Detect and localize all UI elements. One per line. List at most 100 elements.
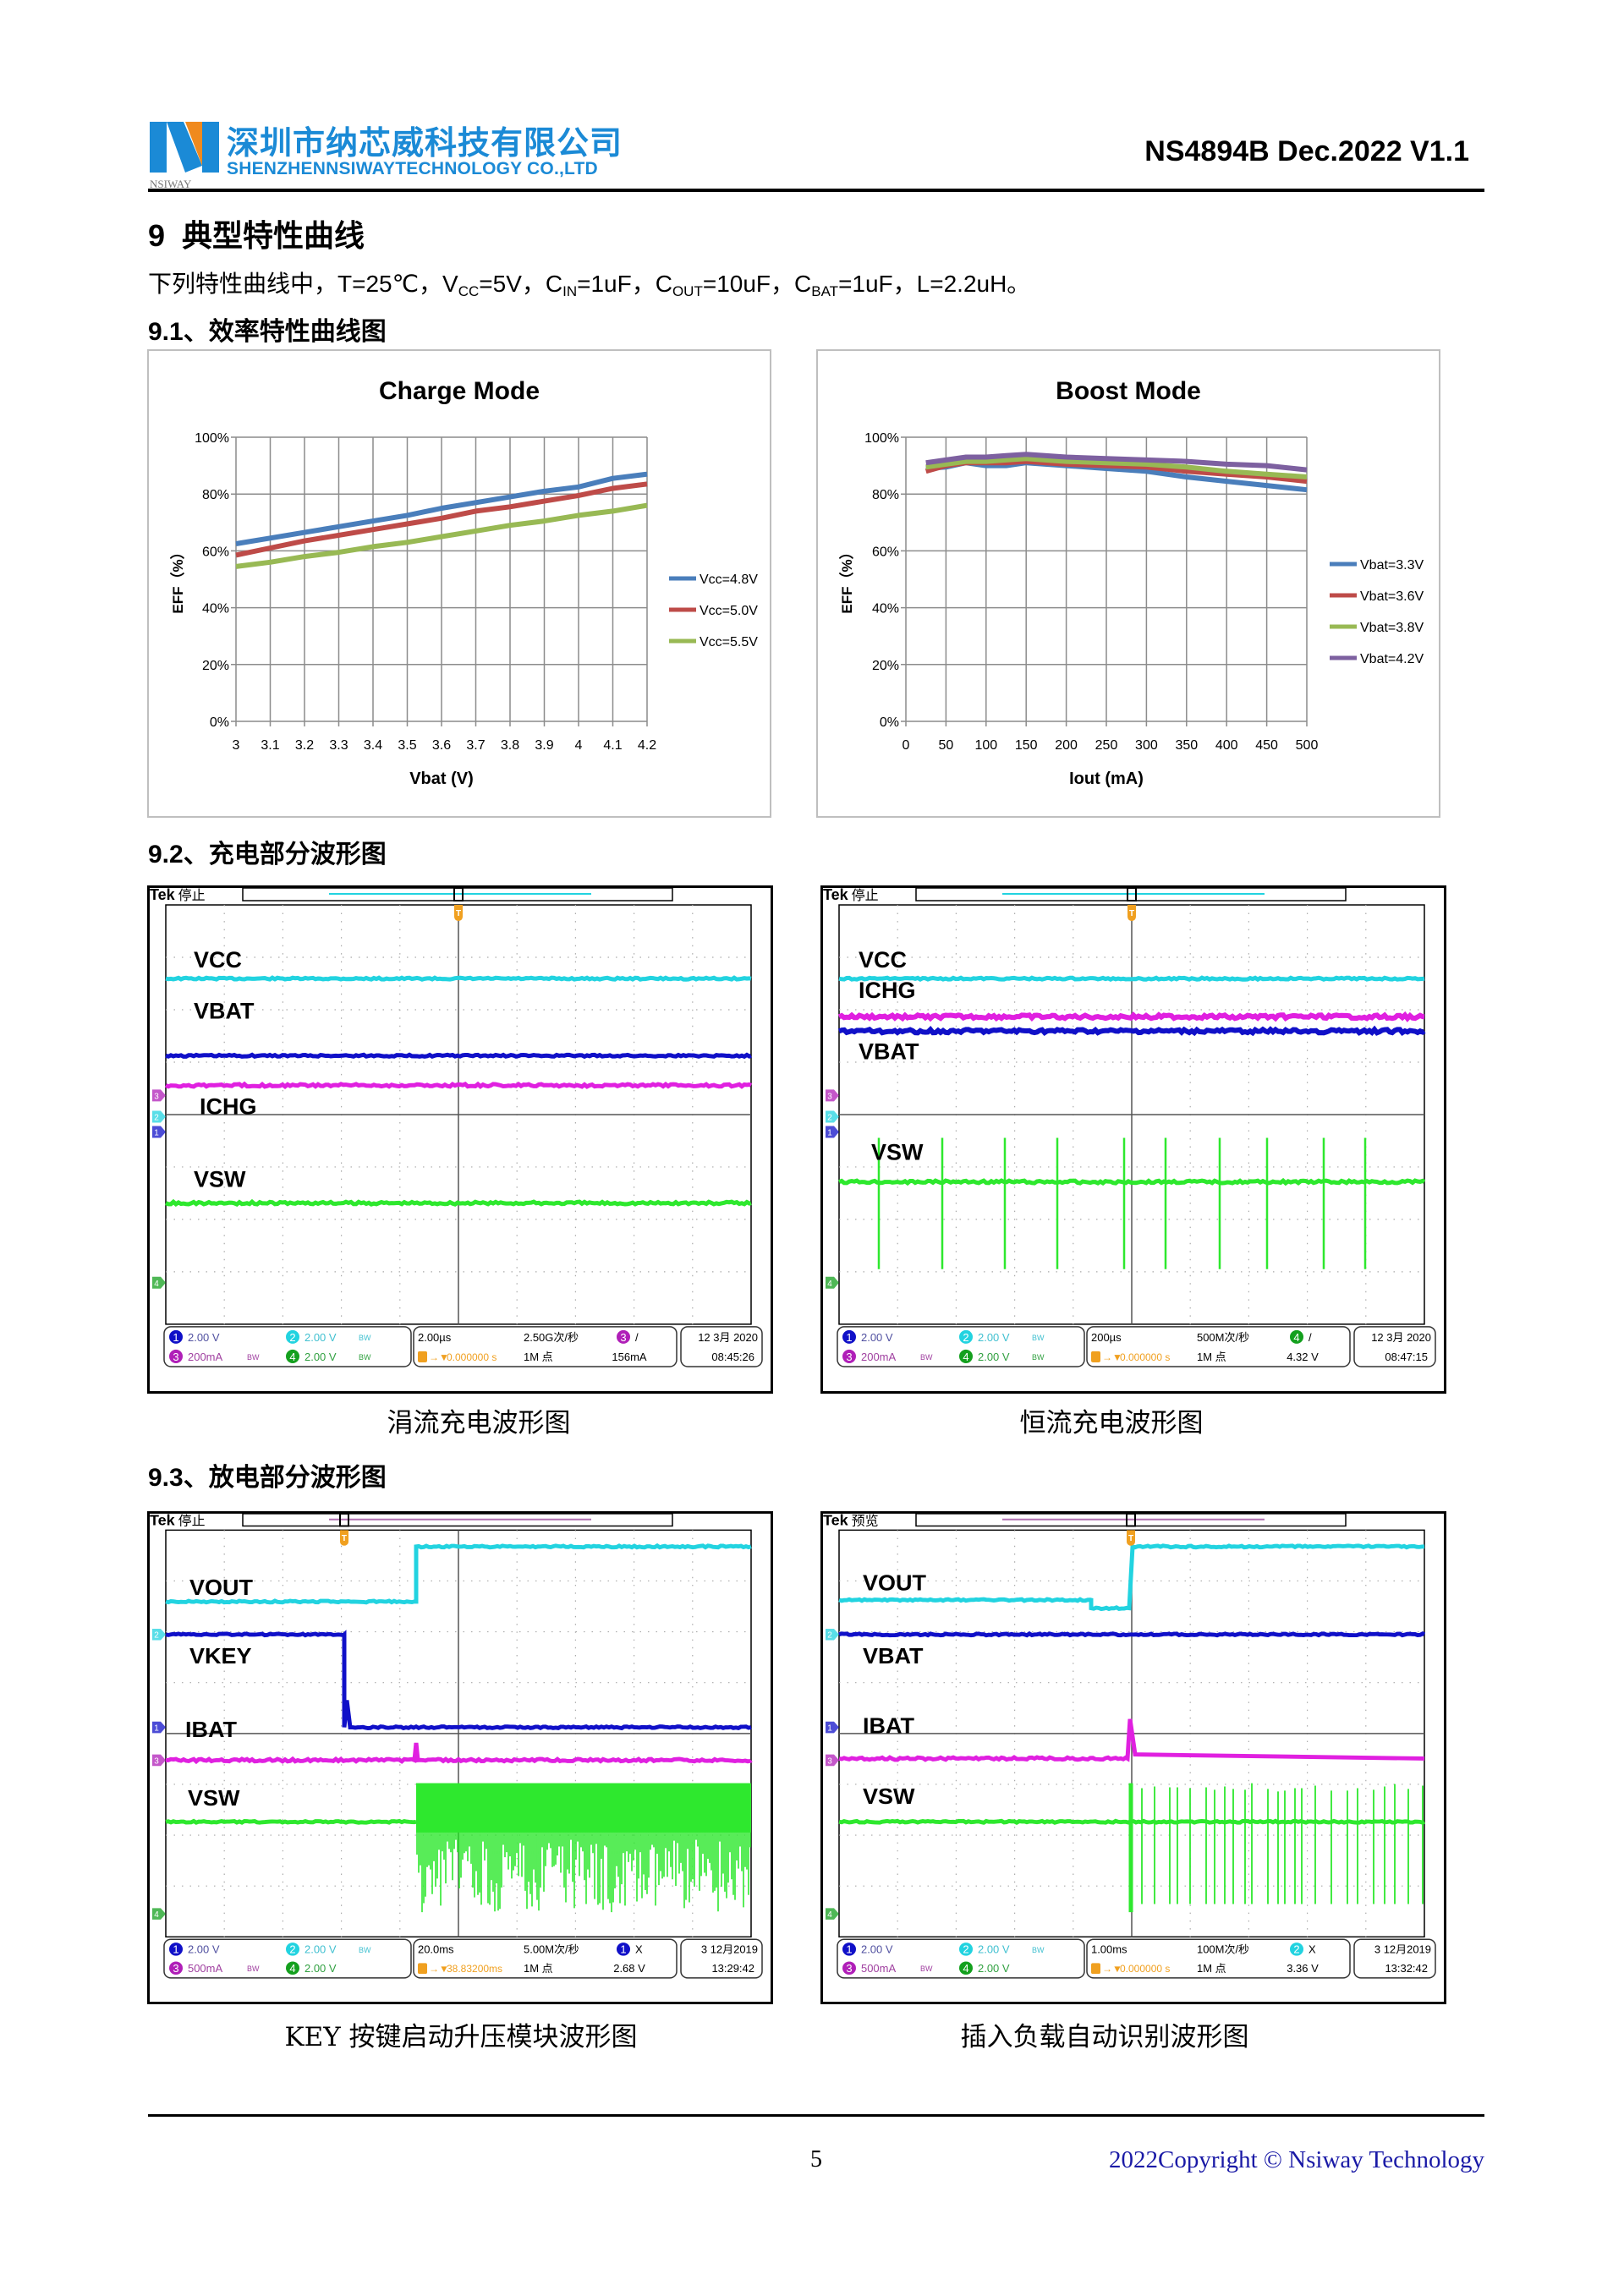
waveforms <box>837 975 1426 1269</box>
legend-label: Vbat=3.8V <box>1360 621 1424 635</box>
legend-label: Vbat=3.3V <box>1360 558 1424 573</box>
trigger-arrow: →▼ <box>429 1351 449 1363</box>
channel-number: 3 <box>846 1351 852 1363</box>
trace-ichg <box>837 1011 1425 1022</box>
channel-3-marker-icon <box>826 1754 839 1767</box>
channel-number: 3 <box>173 1351 178 1363</box>
channel-3-marker-icon <box>152 1754 166 1767</box>
graticule-grid <box>166 905 751 1324</box>
channel-marker-number: 1 <box>154 1128 159 1137</box>
y-axis-label: EFF（%） <box>169 545 186 613</box>
channel-3-marker-icon <box>826 1089 839 1102</box>
scope-trickle-charge: Tek 停止 T 1 2 3 4 VCC VBAT ICHG VSW 1 2.00 V 3 200mA 2 2.… <box>147 885 773 1394</box>
legend-label: Vcc=5.5V <box>700 635 758 649</box>
y-tick-label: 0% <box>210 715 229 730</box>
channel-2-marker-icon <box>826 1110 839 1123</box>
channel-marker-number: 3 <box>827 1756 832 1766</box>
datetime-panel <box>680 1938 763 1979</box>
y-tick-label: 60% <box>872 545 899 559</box>
datetime-panel <box>1353 1326 1436 1367</box>
record-length: 1M 点 <box>1197 1962 1226 1975</box>
timebase-panel[interactable] <box>1086 1938 1351 1979</box>
trace-vout <box>165 1543 752 1605</box>
channel-2-badge <box>286 1943 299 1956</box>
ch3-scale: 200mA <box>188 1351 222 1363</box>
trigger-mode: / <box>635 1331 639 1344</box>
company-logo: NSIWAY <box>148 115 221 191</box>
timebase-panel[interactable] <box>413 1326 678 1367</box>
channel-settings-panel[interactable] <box>163 1938 412 1979</box>
caption-load-detect: 插入负载自动识别波形图 <box>960 2022 1249 2052</box>
channel-settings-panel[interactable] <box>163 1326 412 1367</box>
channel-settings-panel[interactable] <box>837 1938 1085 1979</box>
legend-label: Vcc=4.8V <box>700 573 758 587</box>
channel-3-badge <box>842 1961 856 1975</box>
acquisition-status: 停止 <box>178 888 206 903</box>
nsiway-logo-icon: NSIWAY <box>150 122 219 190</box>
scope-key-boost-start: Tek 停止 T 1 2 3 4 VOUT VKEY IBAT VSW 1 2.00 V 3 500mA 2 2… <box>147 1511 773 2004</box>
condition-text: =10uF，C <box>702 271 812 297</box>
trigger-delay-icon <box>1091 1351 1100 1362</box>
trigger-delay-icon <box>418 1351 427 1362</box>
trigger-arrow: →▼ <box>429 1963 449 1975</box>
channel-marker-number: 1 <box>827 1724 832 1734</box>
signal-label: IBAT <box>863 1713 914 1739</box>
trace-vkey <box>165 1630 752 1731</box>
ch1-scale: 2.00 V <box>861 1943 893 1956</box>
bandwidth-limit-indicator: BW <box>1032 1353 1045 1362</box>
trace-ichg <box>164 1081 753 1089</box>
channel-1-marker-icon <box>826 1126 839 1138</box>
boost-mode-chart: Boost Mode 0 50 100 150 200 250 300 350 400 450 500… <box>816 349 1440 818</box>
record-trigger-position <box>1127 887 1137 902</box>
trigger-source-badge <box>1290 1943 1303 1956</box>
trigger-level: 4.32 V <box>1287 1351 1319 1363</box>
logo-text: NSIWAY <box>150 178 192 190</box>
page-number: 5 <box>810 2146 822 2173</box>
signal-label: VKEY <box>189 1643 252 1669</box>
test-conditions: 下列特性曲线中，T=25℃，VCC=5V，CIN=1uF，COUT=10uF，C… <box>148 266 1030 300</box>
channel-number: 4 <box>289 1962 295 1975</box>
signal-label: ICHG <box>859 978 915 1003</box>
timebase-panel[interactable] <box>1086 1326 1351 1367</box>
vsw-pulses <box>1141 1783 1424 1904</box>
y-tick-label: 100% <box>864 431 899 446</box>
channel-4-marker-icon <box>826 1276 839 1289</box>
subscript: BAT <box>811 283 839 299</box>
trigger-delay-icon <box>418 1963 427 1975</box>
scope-screen: Tek 停止 T 1 2 3 4 VCC VBAT ICHG VSW 1 2.00 V 3 200mA 2 2.… <box>147 885 773 1394</box>
subscript: CC <box>458 283 480 299</box>
channel-1-badge <box>169 1329 183 1344</box>
subsection-charge-waveforms: 9.2、充电部分波形图 <box>148 841 387 869</box>
datetime-panel <box>680 1326 763 1367</box>
ch2-scale: 2.00 V <box>978 1943 1010 1956</box>
caption-trickle-charge: 涓流充电波形图 <box>387 1408 571 1438</box>
scope-status: Tek 预览 <box>823 1512 879 1529</box>
trigger-delay: 0.000000 s <box>1120 1351 1170 1363</box>
y-tick-label: 0% <box>880 715 899 730</box>
y-tick-label: 20% <box>872 659 899 673</box>
signal-label: VBAT <box>863 1643 923 1669</box>
signal-label: VSW <box>871 1140 924 1165</box>
channel-settings-panel[interactable] <box>837 1326 1085 1367</box>
tek-brand: Tek <box>150 1512 175 1529</box>
channel-marker-number: 1 <box>154 1724 159 1734</box>
company-name-en: SHENZHENNSIWAYTECHNOLOGY CO.,LTD <box>227 159 598 178</box>
x-tick-label: 500 <box>1296 738 1319 753</box>
y-tick-label: 100% <box>195 431 229 446</box>
trace-vcc <box>838 975 1425 983</box>
channel-number: 3 <box>173 1962 178 1975</box>
trigger-marker-icon <box>1127 1530 1135 1546</box>
trigger-delay: 0.000000 s <box>447 1351 497 1363</box>
scope-screen: Tek 停止 T 1 2 3 4 VCC ICHG VBAT VSW 1 2.00 V 3 200mA 2 2.… <box>820 885 1446 1394</box>
channel-2-badge <box>286 1329 299 1344</box>
scope-status: Tek 停止 <box>823 886 879 903</box>
copyright: 2022Copyright © Nsiway Technology <box>1109 2146 1484 2173</box>
timebase-panel[interactable] <box>413 1938 678 1979</box>
ch2-scale: 2.00 V <box>304 1331 337 1344</box>
subscript: IN <box>562 283 578 299</box>
channel-2-badge <box>959 1943 973 1956</box>
tek-brand: Tek <box>150 886 176 903</box>
trigger-mode: X <box>635 1943 643 1956</box>
trace-vsw <box>838 1177 1426 1186</box>
channel-1-badge <box>842 1943 856 1956</box>
